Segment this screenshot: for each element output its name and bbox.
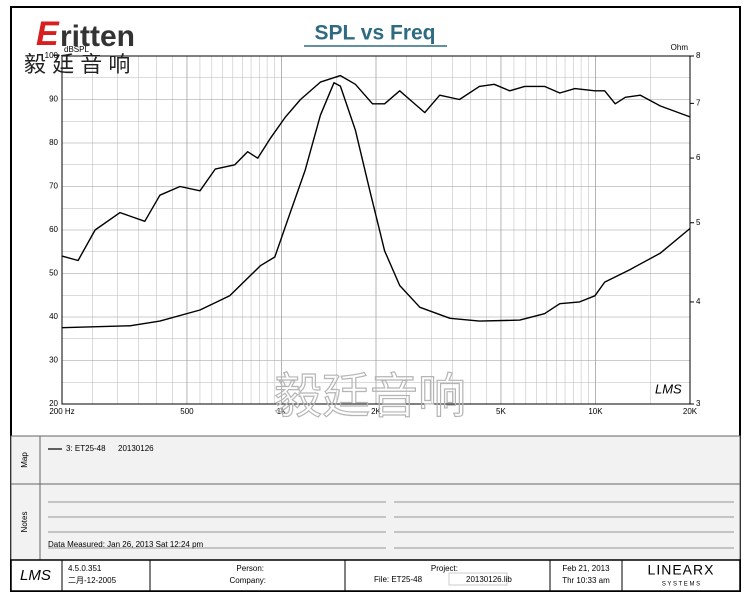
y-tick-label: 30 — [49, 356, 58, 365]
y-tick-label: 70 — [49, 182, 58, 191]
y-axis-label: dBSPL — [64, 45, 89, 54]
y-tick-label: 20 — [49, 399, 58, 408]
y-tick-label: 40 — [49, 312, 58, 321]
redaction — [448, 572, 508, 586]
plot-border — [61, 55, 691, 405]
project-label: Project: — [431, 564, 458, 573]
person-label: Person: — [236, 564, 264, 573]
file-suffix: 20130126.lib — [466, 575, 512, 584]
y-tick-label: 80 — [49, 138, 58, 147]
brand-sub: S Y S T E M S — [662, 582, 700, 588]
y2-tick-label: 6 — [696, 153, 701, 162]
map-label: Map — [20, 452, 29, 468]
y2-tick-label: 4 — [696, 297, 701, 306]
note-lines — [48, 501, 734, 549]
logo-cn: 毅 廷 音 响 — [24, 52, 130, 77]
version: 4.5.0.351 — [68, 564, 102, 573]
footer-dividers — [61, 560, 623, 591]
x-tick-label: 2K — [371, 407, 381, 416]
y2-tick-label: 8 — [696, 51, 701, 60]
map-panel — [10, 435, 741, 485]
y-tick-label: 60 — [49, 225, 58, 234]
logo: ritten — [60, 20, 135, 53]
y2-axis-label: Ohm — [671, 43, 689, 52]
series-line — [61, 74, 691, 262]
company-label: Company: — [230, 576, 266, 585]
x-tick-label: 500 — [180, 407, 194, 416]
logo-mark: E — [36, 15, 60, 53]
x-tick-label: 5K — [496, 407, 506, 416]
y2-tick-label: 3 — [696, 399, 701, 408]
report-time: Thr 10:33 am — [562, 576, 610, 585]
y-tick-label: 50 — [49, 269, 58, 278]
notes-panel — [10, 483, 741, 561]
y2-tick-label: 5 — [696, 218, 701, 227]
plot-logo: LMS — [655, 381, 682, 396]
measured-text: Data Measured: Jan 26, 2013 Sat 12:24 pm — [48, 540, 204, 549]
file-name: File: ET25-48 — [374, 575, 423, 584]
legend-entry: 3: ET25-48 — [66, 444, 106, 453]
footer-logo: LMS — [20, 567, 51, 584]
x-tick-label: 20K — [683, 407, 698, 416]
brand: LINEARX — [648, 562, 715, 578]
series-line — [61, 82, 691, 329]
x-tick-label: 200 Hz — [49, 407, 74, 416]
y-tick-label: 100 — [45, 51, 59, 60]
x-tick-label: 10K — [588, 407, 603, 416]
y2-tick-label: 7 — [696, 98, 701, 107]
build-date: 二月-12-2005 — [68, 576, 117, 585]
plot: 200 Hz 500 1K 2K 5K 10K 20K 20 30 40 50 60 70 80 90 100… — [45, 51, 701, 416]
footer-panel — [10, 559, 741, 592]
chart-title: SPL vs Freq — [315, 22, 436, 45]
legend-note: 20130126 — [118, 444, 154, 453]
notes-label: Notes — [20, 512, 29, 533]
y-tick-label: 90 — [49, 95, 58, 104]
x-tick-label: 1K — [277, 407, 287, 416]
report-date: Feb 21, 2013 — [562, 564, 610, 573]
watermark: 毅廷音响 — [274, 371, 466, 424]
